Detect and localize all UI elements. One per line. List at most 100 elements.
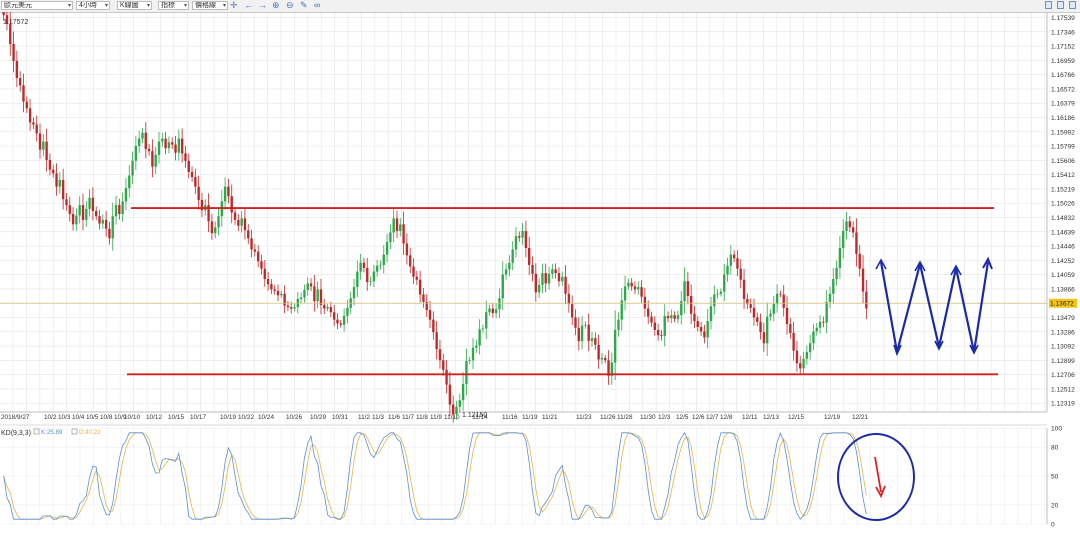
candle-body (299, 297, 303, 299)
y-tick-label: 1.15026 (1051, 201, 1075, 208)
indicator-select[interactable]: 指標 ▾ (158, 1, 189, 10)
candle-body (713, 294, 716, 307)
x-tick-label: 11/26 (600, 414, 616, 421)
x-tick-label: 10/12 (146, 414, 162, 421)
chevron-down-icon: ▾ (104, 3, 108, 9)
candle-body (686, 281, 690, 296)
x-tick-label: 10/15 (168, 414, 184, 421)
candle-body (256, 251, 260, 262)
y-tick-label: 1.15606 (1051, 158, 1075, 165)
x-tick-label: 12/21 (852, 414, 868, 421)
y-tick-label: 1.17539 (1051, 15, 1075, 22)
candle-body (514, 236, 518, 250)
chart-style-select[interactable]: K線圖 ▾ (117, 1, 152, 10)
candle-body (124, 188, 128, 202)
candle-body (52, 169, 55, 174)
candle-body (389, 232, 392, 243)
kd-oscillator-panel: 100 80 50 20 0 K:25.89 D:40.22 (0, 424, 1062, 529)
candle-body (266, 279, 270, 285)
candle-body (32, 122, 35, 125)
candle-body (485, 312, 488, 329)
candle-body (15, 61, 19, 79)
candle-body (597, 344, 600, 360)
candle-body (567, 293, 571, 305)
symbol-select[interactable]: 歐元美元 ▾ (1, 1, 73, 10)
candle-body (190, 171, 194, 178)
zoom-out-icon[interactable]: ⊖ (286, 0, 294, 10)
kd-tick-label: 20 (1051, 502, 1059, 509)
arrow-right-icon[interactable]: → (258, 0, 267, 10)
candle-body (689, 295, 693, 314)
pencil-icon[interactable]: ✎ (300, 0, 308, 10)
arrow-left-icon[interactable]: ← (244, 0, 253, 10)
candle-body (683, 281, 686, 302)
panel-right-icon[interactable] (1057, 1, 1064, 9)
candle-body (323, 304, 326, 309)
candle-body (501, 274, 504, 299)
candle-body (812, 331, 815, 344)
candle-body (187, 160, 190, 172)
candle-body (465, 361, 468, 384)
candle-body (749, 304, 752, 308)
candle-body (521, 230, 524, 238)
x-tick-label: 11/9 (430, 414, 442, 421)
x-tick-label: 12/11 (742, 414, 758, 421)
candle-body (544, 273, 547, 284)
candle-body (442, 360, 445, 370)
candle-body (554, 269, 557, 274)
x-tick-label: 11/2 (358, 414, 370, 421)
x-tick-label: 12/6 (692, 414, 705, 421)
candle-body (508, 262, 511, 270)
candle-body (851, 227, 855, 233)
candle-body (194, 177, 197, 187)
candle-body (848, 221, 852, 228)
x-tick-label: 11/14 (472, 414, 488, 421)
x-tick-label: 12/8 (720, 414, 733, 421)
candle-body (286, 305, 290, 308)
candle-body (154, 154, 157, 167)
candle-body (91, 197, 95, 212)
crosshair-icon[interactable]: ✛ (230, 0, 238, 10)
candle-body (693, 313, 696, 322)
candle-body (217, 216, 220, 228)
candle-body (451, 404, 455, 415)
y-tick-label: 1.12319 (1051, 401, 1075, 408)
candle-body (210, 221, 214, 234)
toolbar: 歐元美元 ▾ 4小時 ▾ K線圖 ▾ 指標 ▾ 價格線 ▾ ✛ ← → ⊕ ⊖ ✎ ∞ (0, 0, 1080, 13)
candle-body (633, 286, 637, 290)
y-tick-label: 1.14252 (1051, 258, 1075, 265)
candle-body (494, 309, 498, 313)
candle-body (815, 327, 818, 332)
candle-body (808, 343, 812, 353)
panel-left-icon[interactable] (1045, 1, 1052, 9)
candle-body (696, 321, 699, 328)
y-tick-label: 1.17152 (1051, 44, 1075, 51)
x-tick-label: 11/19 (522, 414, 538, 421)
top-value-label: 1.17572 (3, 19, 28, 26)
chart-area[interactable]: 1.17539 1.17346 1.17152 1.16959 1.16766 1.165… (0, 12, 1080, 537)
candle-body (385, 242, 389, 255)
candle-body (48, 160, 52, 170)
y-tick-label: 1.13479 (1051, 315, 1075, 322)
chevron-down-icon: ▾ (222, 3, 226, 9)
candle-body (65, 199, 68, 206)
x-tick-label: 11/21 (542, 414, 558, 421)
time-axis: 2018/9/27 10/2 10/3 10/4 10/5 10/8 10/910/10 10… (0, 411, 1047, 421)
candle-body (782, 294, 785, 308)
zoom-in-icon[interactable]: ⊕ (272, 0, 280, 10)
period-select[interactable]: 4小時 ▾ (76, 1, 110, 10)
candle-body (332, 312, 336, 320)
x-tick-label: 10/17 (190, 414, 206, 421)
candle-body (802, 358, 805, 369)
candle-body (78, 205, 81, 216)
candle-body (643, 296, 647, 309)
candle-body (640, 287, 643, 297)
candle-body (729, 254, 733, 266)
maximize-icon[interactable] (1069, 1, 1076, 9)
link-icon[interactable]: ∞ (314, 0, 321, 10)
candle-body (630, 282, 633, 287)
candle-body (2, 12, 5, 16)
candle-body (5, 15, 9, 25)
price-line-select[interactable]: 價格線 ▾ (192, 1, 228, 10)
candle-body (653, 322, 656, 330)
